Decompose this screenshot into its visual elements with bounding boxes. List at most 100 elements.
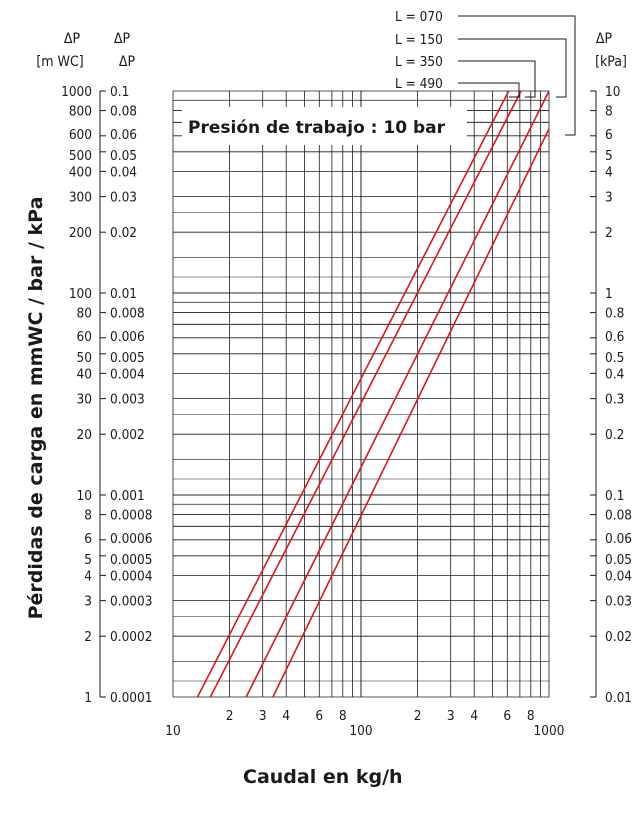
- series-lines: [196, 90, 550, 698]
- series-line: [272, 128, 550, 698]
- y-tick-label-kpa: 0.6: [605, 329, 624, 345]
- y-tick-label-kpa: 0.06: [605, 531, 632, 547]
- y-tick-label-bar: 0.04: [110, 164, 137, 180]
- y-tick-label-mwc: 3: [84, 594, 92, 610]
- x-tick-label: 1000: [534, 723, 565, 739]
- y-tick-label-kpa: 8: [605, 104, 613, 120]
- y-tick-label-bar: 0.003: [110, 392, 145, 408]
- y-tick-label-bar: 0.001: [110, 488, 145, 504]
- legend-entry: L = 350: [395, 54, 443, 70]
- legend: L = 070 L = 150 L = 350 L = 490: [395, 9, 576, 136]
- x-tick-label: 6: [315, 708, 323, 724]
- y-tick-label-mwc: 80: [77, 306, 92, 322]
- y-tick-label-bar: 0.01: [110, 286, 137, 302]
- y-tick-label-kpa: 1: [605, 286, 613, 302]
- y-tick-label-mwc: 10: [77, 488, 92, 504]
- y-tick-label-mwc: 600: [69, 127, 92, 143]
- y-tick-label-mwc: 300: [69, 190, 92, 206]
- y-tick-label-kpa: 0.01: [605, 690, 632, 706]
- x-axis-label: Caudal en kg/h: [243, 766, 403, 788]
- y-tick-label-mwc: 6: [84, 531, 92, 547]
- y-tick-label-bar: 0.0004: [110, 568, 153, 584]
- axis-title-bar: ΔP: [114, 31, 131, 47]
- grid: [172, 90, 550, 698]
- y-tick-label-kpa: 10: [605, 84, 620, 100]
- y-tick-label-bar: 0.004: [110, 366, 145, 382]
- y-tick-label-mwc: 2: [84, 629, 92, 645]
- y-tick-label-mwc: 8: [84, 508, 92, 524]
- y-tick-label-mwc: 20: [77, 427, 92, 443]
- y-tick-label-bar: 0.0001: [110, 690, 152, 706]
- y-tick-label-mwc: 4: [84, 568, 92, 584]
- y-tick-label-bar: 0.005: [110, 350, 145, 366]
- y-tick-label-mwc: 30: [77, 392, 92, 408]
- y-tick-label-bar: 0.03: [110, 190, 137, 206]
- y-tick-label-bar: 0.006: [110, 329, 145, 345]
- x-tick-label: 2: [414, 708, 422, 724]
- y-tick-label-mwc: 1: [84, 690, 92, 706]
- y-tick-label-mwc: 100: [69, 286, 92, 302]
- y-tick-label-mwc: 5: [84, 552, 92, 568]
- y-tick-label-kpa: 5: [605, 148, 613, 164]
- y-tick-label-kpa: 0.02: [605, 629, 632, 645]
- y-tick-label-bar: 0.05: [110, 148, 137, 164]
- y-tick-label-kpa: 0.5: [605, 350, 624, 366]
- axis-unit-mwc: [m WC]: [36, 54, 83, 70]
- y-tick-label-bar: 0.0003: [110, 594, 152, 610]
- y-tick-label-bar: 0.0008: [110, 508, 152, 524]
- y-tick-label-mwc: 400: [69, 164, 92, 180]
- legend-entry: L = 490: [395, 76, 443, 92]
- y-tick-label-bar: 0.008: [110, 306, 145, 322]
- legend-leader-line: [458, 82, 520, 98]
- y-tick-label-bar: 0.0005: [110, 552, 152, 568]
- axis-unit-kpa: [kPa]: [595, 54, 627, 70]
- axis-title-kpa: ΔP: [596, 31, 613, 47]
- y-tick-label-mwc: 1000: [61, 84, 92, 100]
- legend-entry: L = 150: [395, 32, 443, 48]
- x-tick-label: 2: [226, 708, 234, 724]
- series-line: [209, 90, 522, 698]
- x-tick-label: 100: [349, 723, 372, 739]
- y-tick-label-bar: 0.002: [110, 427, 145, 443]
- y-tick-label-bar: 0.02: [110, 225, 137, 241]
- y-tick-label-mwc: 50: [77, 350, 92, 366]
- axis-title-mwc: ΔP: [64, 31, 81, 47]
- legend-entry: L = 070: [395, 9, 443, 25]
- y-tick-label-mwc: 60: [77, 329, 92, 345]
- y-tick-label-bar: 0.0002: [110, 629, 152, 645]
- x-tick-label: 4: [282, 708, 290, 724]
- x-tick-label: 8: [527, 708, 535, 724]
- y-tick-label-bar: 0.06: [110, 127, 137, 143]
- y-tick-label-kpa: 0.8: [605, 306, 624, 322]
- series-line: [196, 90, 510, 698]
- y-tick-label-mwc: 500: [69, 148, 92, 164]
- y-tick-label-kpa: 0.08: [605, 508, 632, 524]
- y-tick-label-kpa: 0.2: [605, 427, 624, 443]
- y-tick-label-mwc: 800: [69, 104, 92, 120]
- y-tick-label-kpa: 4: [605, 164, 613, 180]
- y-tick-label-mwc: 200: [69, 225, 92, 241]
- legend-leader-line: [458, 38, 567, 98]
- y-tick-label-bar: 0.08: [110, 104, 137, 120]
- annotation-text: Presión de trabajo : 10 bar: [188, 118, 446, 138]
- series-line: [245, 90, 550, 698]
- y-tick-label-mwc: 40: [77, 366, 92, 382]
- y-tick-label-kpa: 0.03: [605, 594, 632, 610]
- x-tick-label: 4: [470, 708, 478, 724]
- x-tick-label: 8: [339, 708, 347, 724]
- y-tick-label-kpa: 0.04: [605, 568, 632, 584]
- axes: [99, 90, 597, 698]
- axis-unit-bar: ΔP: [119, 54, 136, 70]
- y-tick-label-kpa: 0.4: [605, 366, 625, 382]
- labels: Presión de trabajo : 10 bar Caudal en kg…: [25, 31, 627, 788]
- y-tick-label-bar: 0.0006: [110, 531, 152, 547]
- x-tick-label: 10: [165, 723, 180, 739]
- x-tick-label: 3: [259, 708, 267, 724]
- y-tick-label-kpa: 6: [605, 127, 613, 143]
- y-tick-label-bar: 0.1: [110, 84, 129, 100]
- y-tick-label-kpa: 0.3: [605, 392, 624, 408]
- y-tick-label-kpa: 3: [605, 190, 613, 206]
